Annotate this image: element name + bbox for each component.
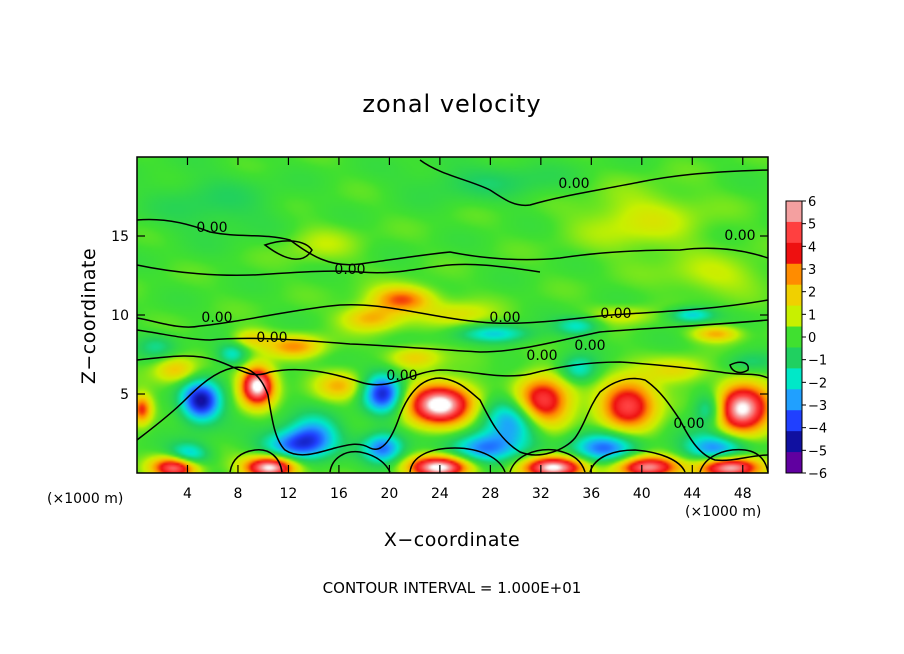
colorbar-swatch — [786, 284, 802, 307]
contour-line — [329, 450, 391, 473]
colorbar-tick-label: −2 — [808, 376, 827, 391]
colorbar-swatch — [786, 305, 802, 328]
x-axis: 4 8 12 16 20 24 28 32 36 40 44 48 — [183, 157, 752, 502]
x-axis-label: X−coordinate — [384, 529, 520, 551]
contour-line — [729, 361, 749, 374]
contour-line — [136, 366, 769, 462]
contour-label: 0.00 — [334, 262, 365, 278]
colorbar-tick-label: 2 — [808, 286, 816, 301]
x-tick-label: 28 — [481, 486, 499, 502]
x-unit-left: (×1000 m) — [47, 491, 123, 507]
colorbar-swatch — [786, 347, 802, 369]
colorbar-swatch — [786, 201, 802, 223]
contour-label: 0.00 — [256, 330, 287, 346]
contour-line — [699, 448, 769, 473]
colorbar-tick-label: 1 — [808, 308, 816, 323]
contour-label: 0.00 — [724, 228, 755, 244]
contour-label: 0.00 — [201, 310, 232, 326]
x-tick-label: 8 — [233, 486, 242, 502]
contour-line — [136, 299, 769, 328]
contour-label: 0.00 — [386, 368, 417, 384]
y-tick-label: 10 — [111, 308, 129, 324]
contour-line — [409, 447, 506, 473]
contour-line — [136, 319, 769, 353]
x-tick-label: 12 — [280, 486, 298, 502]
colorbar-tick-label: −4 — [808, 422, 827, 437]
contour-line — [263, 240, 313, 260]
contour-labels: 0.00 0.00 0.00 0.00 0.00 0.00 0.00 0.00 0.00 0.00… — [196, 176, 755, 432]
contour-label: 0.00 — [600, 306, 631, 322]
colorbar-tick-label: 0 — [808, 331, 816, 346]
colorbar-tick-label: −1 — [808, 354, 827, 369]
zero-contours — [136, 159, 769, 473]
contour-line — [229, 449, 283, 473]
x-tick-label: 24 — [431, 486, 449, 502]
colorbar-swatch — [786, 326, 802, 348]
colorbar-tick-label: 6 — [808, 195, 816, 210]
contour-line — [136, 263, 541, 277]
x-tick-label: 20 — [380, 486, 398, 502]
contour-label: 0.00 — [673, 416, 704, 432]
contour-line — [419, 159, 769, 207]
y-tick-label: 5 — [120, 387, 129, 403]
x-tick-label: 4 — [183, 486, 192, 502]
x-tick-label: 40 — [633, 486, 651, 502]
x-unit-right: (×1000 m) — [685, 504, 761, 520]
colorbar-swatch — [786, 389, 802, 411]
x-tick-label: 16 — [330, 486, 348, 502]
colorbar-swatch — [786, 263, 802, 286]
x-tick-label: 48 — [734, 486, 752, 502]
y-axis: 5 10 15 — [111, 229, 768, 403]
colorbar-swatch — [786, 431, 802, 453]
contour-label: 0.00 — [574, 338, 605, 354]
contour-label: 0.00 — [526, 348, 557, 364]
contour-line — [136, 355, 769, 386]
contour-label: 0.00 — [558, 176, 589, 192]
contour-label: 0.00 — [489, 310, 520, 326]
x-tick-label: 32 — [532, 486, 550, 502]
colorbar-swatch — [786, 242, 802, 265]
contour-line — [509, 448, 586, 473]
colorbar-tick-label: 5 — [808, 218, 816, 233]
y-axis-label: Z−coordinate — [78, 248, 100, 384]
y-tick-label: 15 — [111, 229, 129, 245]
chart-title: zonal velocity — [362, 90, 541, 118]
colorbar-tick-label: −6 — [808, 467, 827, 482]
colorbar-tick-label: 3 — [808, 263, 816, 278]
colorbar-swatch — [786, 452, 802, 474]
heatmap-field — [137, 157, 768, 473]
contour-label: 0.00 — [196, 220, 227, 236]
colorbar-swatch — [786, 368, 802, 390]
contour-interval-note: CONTOUR INTERVAL = 1.000E+01 — [323, 579, 582, 597]
colorbar-swatch — [786, 221, 802, 244]
colorbar-tick-label: −5 — [808, 444, 827, 459]
x-tick-label: 36 — [582, 486, 600, 502]
colorbar-swatch — [786, 410, 802, 432]
contour-line — [589, 449, 686, 473]
colorbar-tick-label: 4 — [808, 240, 816, 255]
colorbar: 6 5 4 3 2 1 0 −1 −2 −3 −4 −5 −6 — [785, 195, 827, 482]
colorbar-tick-label: −3 — [808, 399, 827, 414]
x-tick-label: 44 — [683, 486, 701, 502]
contour-line — [136, 218, 769, 266]
